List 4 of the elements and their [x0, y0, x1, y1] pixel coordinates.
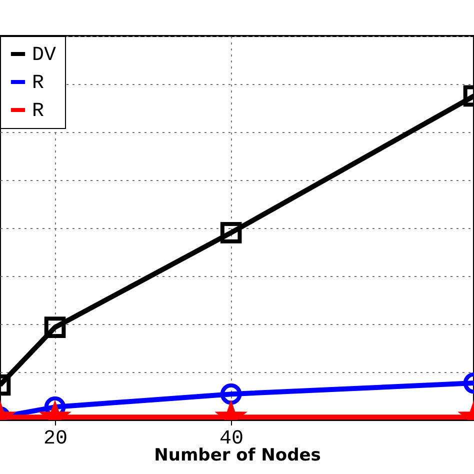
legend-label: R — [32, 72, 44, 95]
legend-label: R — [32, 100, 44, 123]
x-tick-label: 20 — [44, 428, 68, 450]
legend-label: DV — [32, 44, 56, 67]
